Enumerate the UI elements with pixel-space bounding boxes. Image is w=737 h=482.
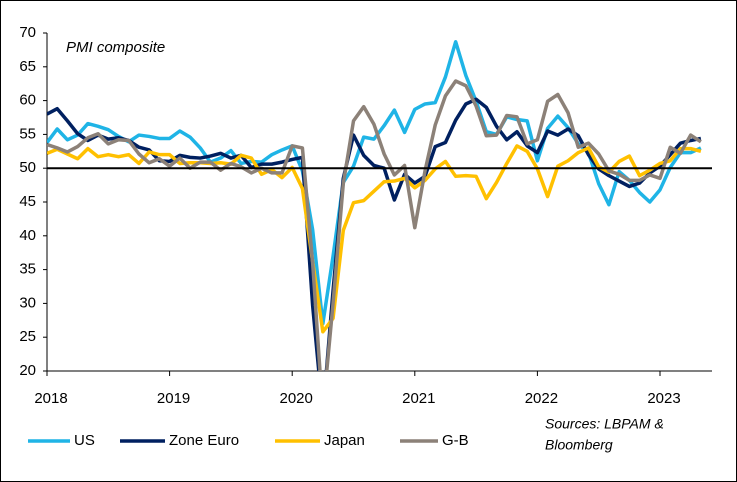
source: Bloomberg	[545, 437, 613, 453]
y-tick-label: 40	[19, 227, 36, 244]
y-tick-label: 35	[19, 261, 36, 278]
plot-area	[47, 40, 702, 371]
series-line	[47, 40, 702, 326]
x-tick-label: 2023	[647, 390, 680, 407]
x-tick-label: 2020	[280, 390, 313, 407]
chart-title: PMI composite	[66, 39, 165, 56]
source: Sources: LBPAM &	[545, 416, 664, 432]
x-tick-label: 2018	[34, 390, 67, 407]
y-tick-label: 25	[19, 328, 36, 345]
legend-label: Japan	[324, 432, 365, 449]
y-tick-label: 55	[19, 125, 36, 142]
y-tick-label: 65	[19, 58, 36, 75]
y-tick-label: 70	[19, 24, 36, 41]
y-tick-label: 45	[19, 193, 36, 210]
x-tick-label: 2019	[157, 390, 190, 407]
series-line	[47, 97, 702, 371]
series-line	[47, 79, 702, 371]
series-line	[47, 144, 702, 334]
y-tick-label: 20	[19, 362, 36, 379]
y-tick-label: 50	[19, 159, 36, 176]
x-tick-label: 2021	[402, 390, 435, 407]
legend-label: US	[74, 432, 95, 449]
legend-label: Zone Euro	[169, 432, 239, 449]
y-tick-label: 30	[19, 294, 36, 311]
x-tick-label: 2022	[525, 390, 558, 407]
y-tick-label: 60	[19, 92, 36, 109]
legend-label: G-B	[442, 432, 469, 449]
